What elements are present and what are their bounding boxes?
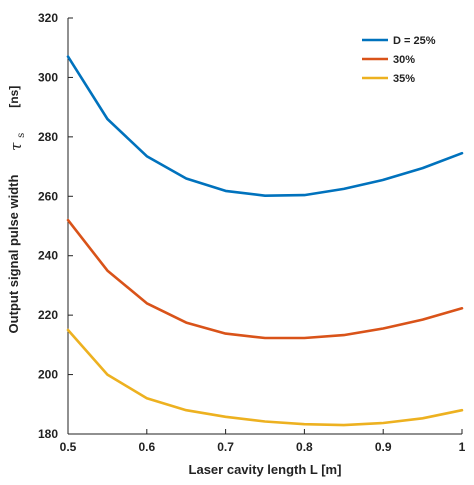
x-tick-label: 0.9 [375, 440, 392, 454]
legend-label: D = 25% [393, 35, 436, 47]
legend: D = 25% 30% 35% [362, 35, 436, 85]
y-tick-label: 320 [38, 11, 58, 25]
series-line-2 [66, 218, 464, 340]
x-tick-label: 0.8 [296, 440, 313, 454]
y-tick-label: 280 [38, 130, 58, 144]
y-tick-label: 260 [38, 189, 58, 203]
axes [67, 18, 462, 435]
x-tick-label: 0.7 [217, 440, 234, 454]
y-axis-symbol: τ [7, 142, 25, 151]
series-line-1 [66, 55, 464, 197]
legend-label: 30% [393, 54, 415, 66]
y-tick-label: 240 [38, 249, 58, 263]
y-tick-label: 180 [38, 427, 58, 441]
x-tick-label: 0.5 [60, 440, 77, 454]
legend-label: 35% [393, 73, 415, 85]
series-line-3 [66, 328, 464, 427]
y-axis-label-group: Output signal pulse width τ s [ns] [6, 86, 27, 334]
y-tick-label: 220 [38, 308, 58, 322]
y-axis-label: Output signal pulse width [6, 175, 21, 334]
series-lines [66, 55, 464, 427]
y-axis-symbol-subscript: s [16, 133, 27, 138]
y-axis-unit: [ns] [7, 86, 21, 108]
y-tick-label: 200 [38, 368, 58, 382]
x-tick-label: 0.6 [138, 440, 155, 454]
ticks: 0.5 0.6 0.7 0.8 0.9 1 180 200 220 240 260 280 300 320 [38, 11, 466, 454]
x-axis-label: Laser cavity length L [m] [189, 462, 342, 477]
y-tick-label: 300 [38, 70, 58, 84]
x-tick-label: 1 [459, 440, 466, 454]
